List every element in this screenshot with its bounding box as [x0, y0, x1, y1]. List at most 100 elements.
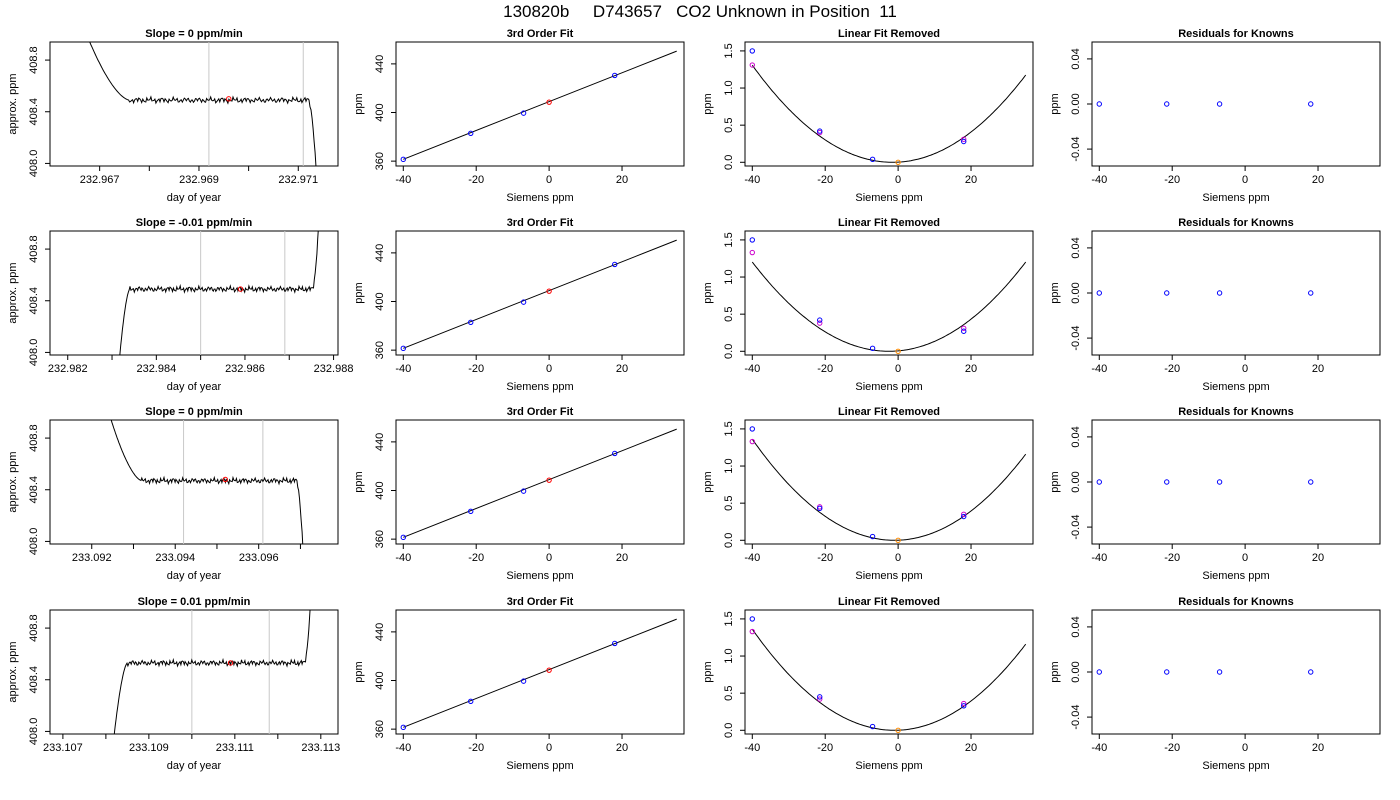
removed-panel-row4: Linear Fit Removed Siemens ppm ppm -40 -20 0 2… — [702, 596, 1034, 772]
plot-frame — [744, 230, 1034, 356]
fit-line — [403, 618, 677, 728]
known-point — [400, 534, 406, 541]
y-tick-label: 0.0 — [723, 344, 735, 359]
known-point — [749, 48, 755, 54]
timeseries-panel-row3: Slope = 0 ppm/min day of year approx. ppm 2… — [7, 406, 339, 582]
known-point — [468, 508, 474, 514]
x-tick-label: 0 — [1242, 363, 1248, 375]
y-axis-label: ppm — [353, 93, 365, 114]
x-tick-label: -40 — [1091, 363, 1107, 375]
known-point — [520, 678, 527, 684]
x-tick-label: 232.984 — [136, 363, 176, 375]
x-tick-label: -20 — [817, 174, 833, 186]
x-tick-label: 233.109 — [129, 742, 169, 754]
removed-panel-row1: Linear Fit Removed Siemens ppm ppm -40 -20 0 2… — [702, 28, 1034, 204]
x-tick-label: -20 — [468, 363, 484, 375]
known-point — [961, 328, 967, 334]
residuals-panel-row1: Residuals for Knowns Siemens ppm ppm -40 -20… — [1049, 28, 1381, 204]
panel-title: Residuals for Knowns — [1178, 596, 1294, 608]
y-axis-label: ppm — [353, 471, 365, 492]
alt-known-point — [817, 320, 823, 326]
y-tick-label: 440 — [374, 433, 386, 451]
alt-known-point — [749, 628, 755, 635]
x-axis-label: day of year — [167, 760, 222, 772]
known-point — [817, 505, 823, 512]
x-tick-label: -40 — [744, 742, 760, 754]
fit-line — [403, 239, 677, 349]
x-axis-label: day of year — [167, 570, 222, 582]
unknown-point — [546, 477, 552, 483]
x-tick-label: -40 — [744, 363, 760, 375]
x-tick-label: 0 — [546, 742, 552, 754]
panel-title: Linear Fit Removed — [838, 28, 940, 40]
known-residual-point — [1164, 669, 1170, 675]
y-tick-label: 1.0 — [723, 80, 735, 95]
y-tick-label: 0.00 — [1070, 282, 1082, 303]
x-axis-label: Siemens ppm — [506, 381, 573, 393]
y-tick-label: 0.5 — [723, 496, 735, 511]
y-tick-label: 0.5 — [723, 307, 735, 322]
x-tick-label: -20 — [1164, 552, 1180, 564]
known-residual-point — [1308, 101, 1314, 107]
known-point — [612, 72, 618, 79]
panel-title: 3rd Order Fit — [507, 596, 574, 608]
plot-frame — [1091, 230, 1381, 356]
y-tick-label: 408.4 — [28, 476, 40, 504]
x-axis-label: Siemens ppm — [855, 760, 922, 772]
x-tick-label: -40 — [1091, 742, 1107, 754]
concentration-trace — [113, 610, 311, 734]
y-tick-label: 1.5 — [723, 43, 735, 58]
removed-panel-row3: Linear Fit Removed Siemens ppm ppm -40 -20 0 2… — [702, 406, 1034, 582]
y-axis-label: ppm — [1049, 93, 1061, 114]
y-tick-label: 440 — [374, 244, 386, 262]
known-point — [468, 130, 474, 136]
x-axis-label: Siemens ppm — [1202, 760, 1269, 772]
x-tick-label: -20 — [1164, 742, 1180, 754]
x-tick-label: 20 — [616, 363, 628, 375]
y-axis-label: approx. ppm — [7, 262, 19, 323]
x-tick-label: 232.971 — [278, 174, 318, 186]
y-tick-label: 400 — [374, 103, 386, 121]
known-residual-point — [1164, 290, 1170, 296]
unknown-marker — [226, 96, 232, 102]
alt-known-point — [817, 696, 823, 702]
y-tick-label: 1.5 — [723, 611, 735, 626]
x-axis-label: Siemens ppm — [506, 570, 573, 582]
x-tick-label: 20 — [965, 174, 977, 186]
y-tick-label: 360 — [374, 720, 386, 738]
x-tick-label: -40 — [1091, 174, 1107, 186]
y-tick-label: 360 — [374, 530, 386, 548]
x-tick-label: 20 — [1312, 742, 1324, 754]
plot-frame — [49, 41, 339, 167]
x-tick-label: 233.096 — [239, 552, 279, 564]
y-tick-label: 1.0 — [723, 269, 735, 284]
y-tick-label: 360 — [374, 341, 386, 359]
y-tick-label: 400 — [374, 671, 386, 689]
y-tick-label: 408.8 — [28, 46, 40, 74]
y-axis-label: ppm — [702, 282, 714, 303]
x-axis-label: Siemens ppm — [855, 570, 922, 582]
x-tick-label: 0 — [1242, 174, 1248, 186]
residual-curve — [751, 438, 1027, 541]
y-axis-label: approx. ppm — [7, 641, 19, 702]
y-tick-label: 0.0 — [723, 723, 735, 738]
x-tick-label: -20 — [468, 174, 484, 186]
y-tick-label: -0.04 — [1070, 705, 1082, 730]
known-point — [869, 345, 876, 352]
plot-frame — [395, 41, 685, 167]
panel-title: Linear Fit Removed — [838, 217, 940, 229]
y-axis-label: ppm — [353, 282, 365, 303]
known-point — [749, 616, 755, 622]
x-tick-label: 233.113 — [301, 742, 340, 754]
x-tick-label: 232.986 — [225, 363, 265, 375]
x-axis-label: Siemens ppm — [506, 760, 573, 772]
known-point — [612, 261, 618, 268]
x-tick-label: 20 — [1312, 174, 1324, 186]
x-tick-label: 20 — [1312, 552, 1324, 564]
y-axis-label: ppm — [702, 471, 714, 492]
residual-curve — [751, 628, 1027, 731]
y-tick-label: 408.4 — [28, 666, 40, 694]
y-tick-label: -0.04 — [1070, 515, 1082, 540]
x-tick-label: -40 — [395, 552, 411, 564]
